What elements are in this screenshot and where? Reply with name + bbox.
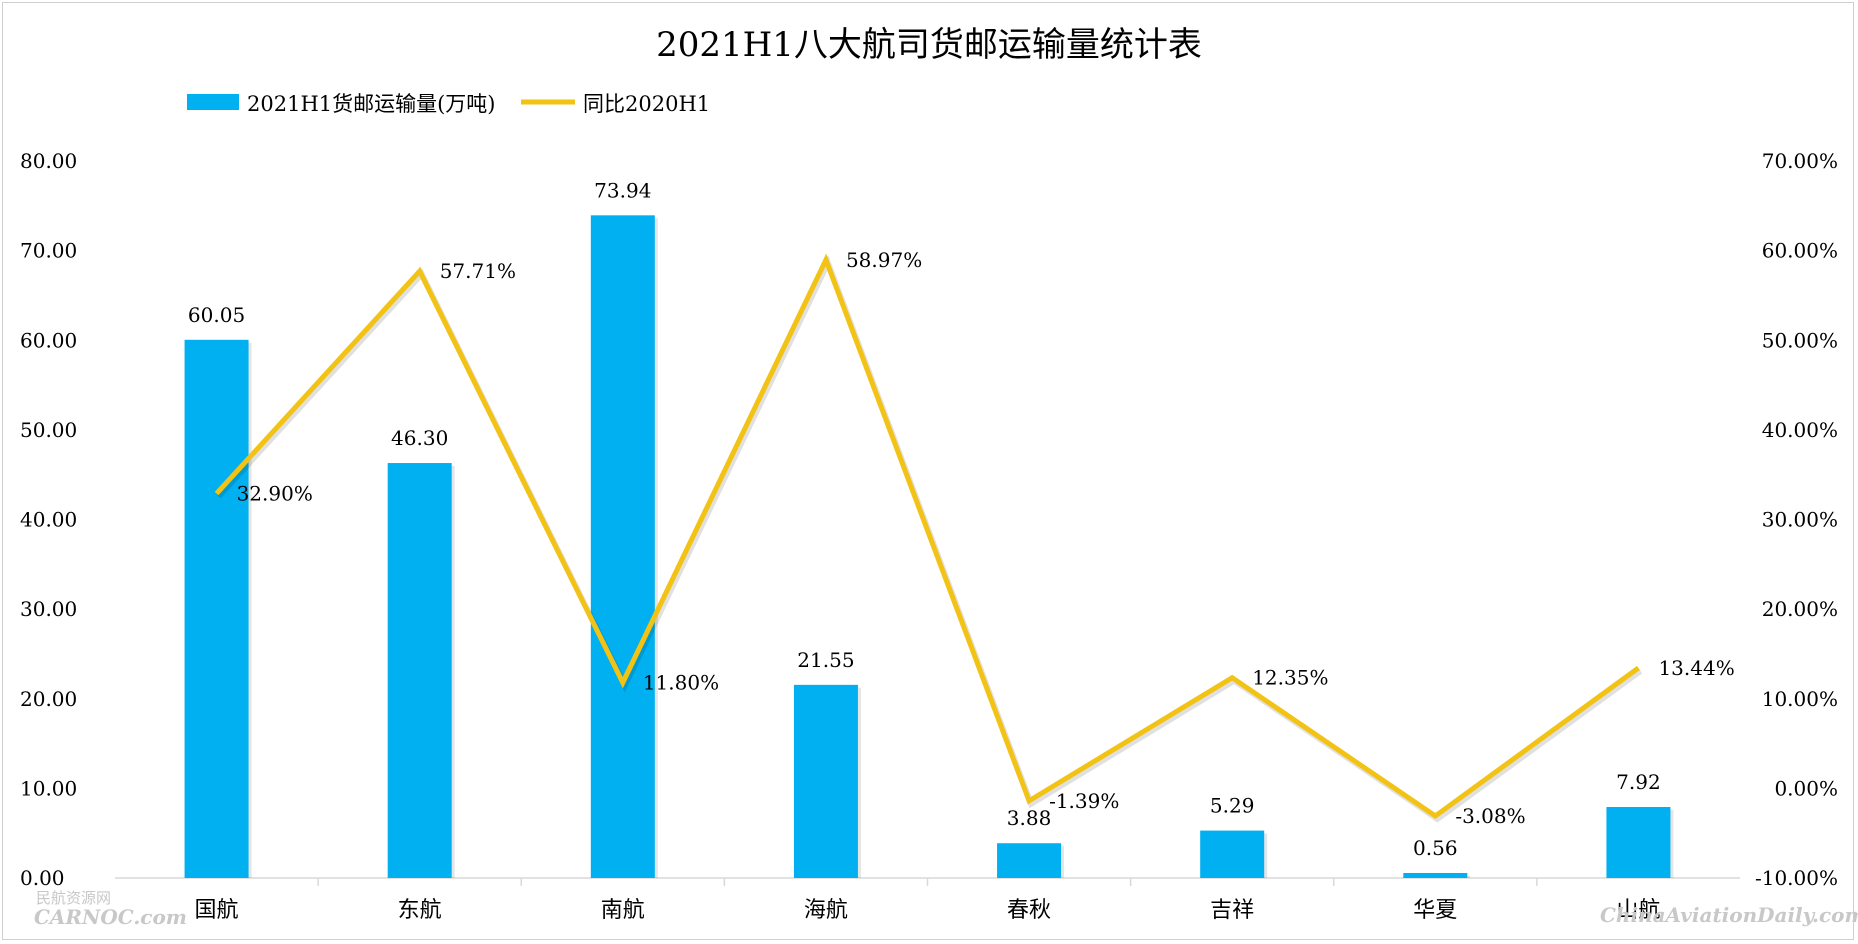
y-right-tick-label: 50.00%	[1762, 328, 1838, 352]
watermark-carnoc-cn: 民航资源网	[36, 889, 111, 907]
y-left-tick-label: 20.00	[20, 687, 77, 711]
bar	[184, 339, 249, 878]
y-right-tick-label: 40.00%	[1762, 418, 1838, 442]
series-line	[214, 253, 1640, 820]
x-tick-label: 华夏	[1413, 898, 1457, 923]
x-tick-label: 春秋	[1007, 898, 1051, 923]
bar-data-label: 5.29	[1210, 794, 1255, 818]
legend-label-line: 同比2020H1	[583, 92, 710, 116]
y-right-tick-label: 60.00%	[1762, 239, 1838, 263]
y-right-tick-label: 0.00%	[1774, 776, 1838, 800]
y-right-tick-label: 20.00%	[1762, 597, 1838, 621]
bar	[1200, 830, 1265, 878]
y-left-tick-label: 60.00	[20, 328, 77, 352]
y-right-tick-label: 30.00%	[1762, 508, 1838, 532]
watermark-carnoc: CARNOC.com	[34, 905, 187, 929]
line-series	[214, 253, 1643, 823]
line-data-label: 57.71%	[440, 259, 516, 283]
bar	[387, 463, 452, 878]
bar	[1403, 872, 1468, 878]
y-left-tick-label: 50.00	[20, 418, 77, 442]
line-data-label: -3.08%	[1455, 804, 1525, 828]
axes: 0.00 10.00 20.00 30.00 40.00 50.00 60.00 70.00 8…	[20, 149, 1838, 923]
watermarks: 民航资源网 CARNOC.com ChinaAviationDaily.com	[34, 889, 1858, 929]
line-data-label: -1.39%	[1049, 789, 1119, 813]
legend-swatch-bar	[187, 94, 239, 110]
line-data-label: 11.80%	[643, 671, 719, 695]
y-left-tick-label: 40.00	[20, 508, 77, 532]
watermark-cad: ChinaAviationDaily.com	[1600, 903, 1858, 927]
line-data-label: 32.90%	[237, 482, 313, 506]
bar-data-label: 60.05	[188, 303, 245, 327]
x-tick-label: 国航	[195, 898, 239, 923]
bar-data-label: 7.92	[1616, 770, 1661, 794]
y-left-tick-label: 10.00	[20, 776, 77, 800]
x-tick-label: 山航	[1616, 898, 1660, 923]
bar-data-label: 46.30	[391, 426, 448, 450]
legend: 2021H1货邮运输量(万吨) 同比2020H1	[187, 92, 710, 116]
bar	[590, 215, 655, 878]
x-tick-label: 南航	[601, 898, 645, 923]
x-tick-label: 吉祥	[1210, 898, 1254, 923]
bar	[997, 843, 1062, 878]
y-left-tick-label: 30.00	[20, 597, 77, 621]
y-right-tick-label: 70.00%	[1762, 149, 1838, 173]
y-left-tick-label: 80.00	[20, 149, 77, 173]
y-left-tick-label: 0.00	[20, 866, 65, 890]
legend-label-bar: 2021H1货邮运输量(万吨)	[247, 92, 496, 116]
line-data-label: 13.44%	[1658, 656, 1734, 680]
bar-data-label: 21.55	[797, 648, 854, 672]
bar	[1606, 807, 1671, 878]
chart-title: 2021H1八大航司货邮运输量统计表	[656, 25, 1202, 65]
y-right-tick-label: 10.00%	[1762, 687, 1838, 711]
y-right-tick-label: -10.00%	[1755, 866, 1838, 890]
bar-data-label: 3.88	[1007, 806, 1052, 830]
bar-data-label: 0.56	[1413, 836, 1458, 860]
line-data-label: 12.35%	[1252, 666, 1328, 690]
data-labels: 60.05 46.30 73.94 21.55 3.88 5.29 0.56 7.92 32.9…	[188, 178, 1735, 860]
x-tick-label: 海航	[804, 898, 848, 923]
bar-series	[184, 215, 1674, 878]
x-tick-label: 东航	[398, 898, 442, 923]
bar-data-label: 73.94	[594, 178, 651, 202]
bar	[793, 684, 858, 878]
line-data-label: 58.97%	[846, 248, 922, 272]
y-left-tick-label: 70.00	[20, 239, 77, 263]
